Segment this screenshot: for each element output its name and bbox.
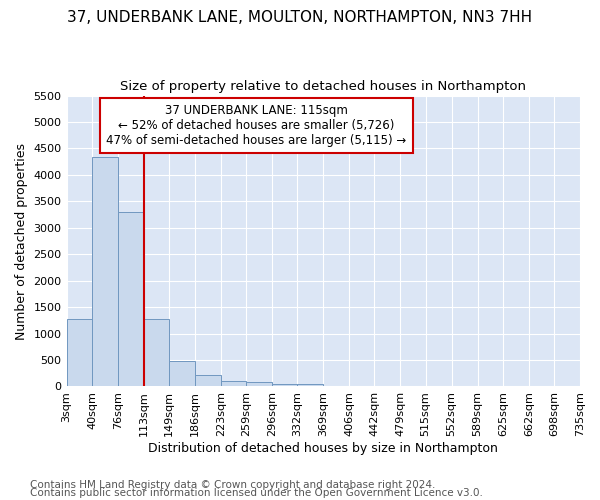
Bar bbox=[118, 212, 144, 386]
Text: Contains HM Land Registry data © Crown copyright and database right 2024.: Contains HM Land Registry data © Crown c… bbox=[30, 480, 436, 490]
Bar bbox=[272, 384, 298, 386]
Bar bbox=[67, 320, 92, 386]
Bar bbox=[144, 319, 169, 386]
X-axis label: Distribution of detached houses by size in Northampton: Distribution of detached houses by size … bbox=[148, 442, 498, 455]
Bar bbox=[298, 384, 323, 386]
Text: 37 UNDERBANK LANE: 115sqm
← 52% of detached houses are smaller (5,726)
47% of se: 37 UNDERBANK LANE: 115sqm ← 52% of detac… bbox=[106, 104, 407, 148]
Bar bbox=[169, 360, 195, 386]
Bar bbox=[221, 382, 246, 386]
Bar bbox=[195, 375, 221, 386]
Bar bbox=[92, 158, 118, 386]
Y-axis label: Number of detached properties: Number of detached properties bbox=[15, 142, 28, 340]
Text: Contains public sector information licensed under the Open Government Licence v3: Contains public sector information licen… bbox=[30, 488, 483, 498]
Text: 37, UNDERBANK LANE, MOULTON, NORTHAMPTON, NN3 7HH: 37, UNDERBANK LANE, MOULTON, NORTHAMPTON… bbox=[67, 10, 533, 25]
Bar bbox=[246, 382, 272, 386]
Title: Size of property relative to detached houses in Northampton: Size of property relative to detached ho… bbox=[120, 80, 526, 93]
